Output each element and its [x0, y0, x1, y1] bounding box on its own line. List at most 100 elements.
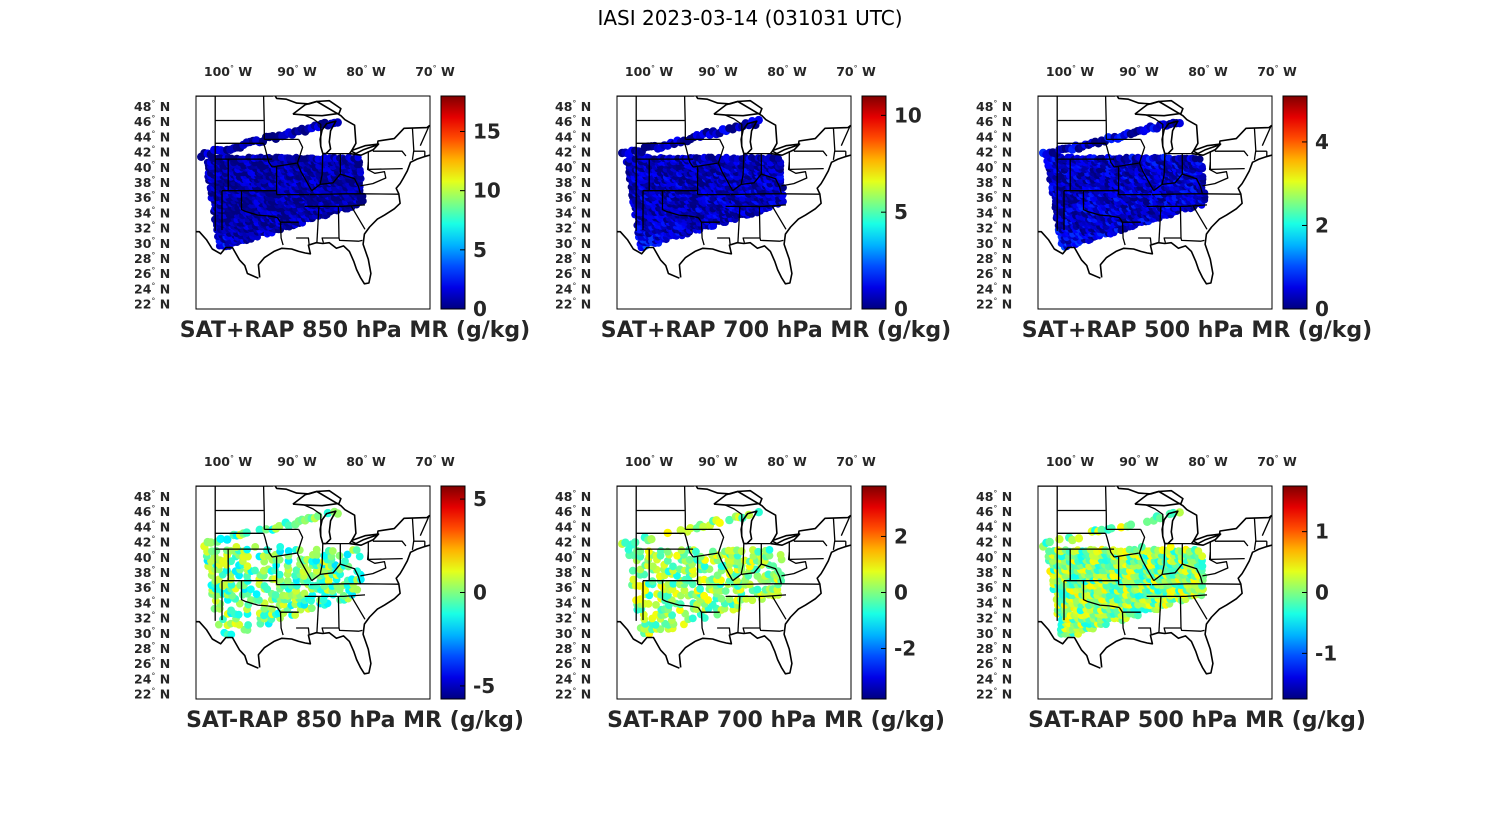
latitude-label: 24° N: [976, 671, 1012, 686]
longitude-label: 80° W: [1188, 64, 1228, 79]
retrieval-point: [774, 155, 783, 163]
latitude-label: 48° N: [555, 99, 591, 114]
retrieval-point: [352, 546, 361, 554]
latitude-label: 36° N: [555, 580, 591, 595]
state-border: [683, 486, 686, 530]
retrieval-point: [776, 551, 785, 559]
colorbar-tick-label: 1: [1315, 520, 1329, 544]
retrieval-point: [754, 508, 763, 517]
retrieval-point: [621, 538, 630, 547]
retrieval-point: [652, 601, 660, 609]
state-border: [360, 162, 387, 187]
retrieval-point: [1126, 520, 1136, 529]
retrieval-point: [214, 620, 223, 629]
retrieval-point: [244, 621, 252, 629]
state-border: [350, 206, 366, 230]
longitude-label: 100° W: [1046, 64, 1094, 79]
latitude-label: 26° N: [976, 656, 1012, 671]
retrieval-point: [335, 551, 344, 560]
state-border: [419, 514, 430, 536]
state-border: [1113, 162, 1139, 168]
retrieval-point: [300, 589, 309, 598]
retrieval-point: [1143, 517, 1152, 526]
retrieval-point: [227, 606, 235, 615]
state-border: [279, 222, 284, 246]
retrieval-point: [1196, 155, 1204, 163]
retrieval-point: [244, 552, 252, 561]
state-border: [1138, 627, 1152, 635]
longitude-label: 90° W: [277, 64, 317, 79]
latitude-label: 32° N: [134, 221, 170, 236]
panel-xlabel: SAT-RAP 850 hPa MR (g/kg): [186, 708, 524, 733]
longitude-label: 100° W: [625, 454, 673, 469]
latitude-label: 48° N: [976, 489, 1012, 504]
state-border: [262, 533, 273, 558]
retrieval-point: [631, 538, 640, 547]
longitude-label: 70° W: [836, 454, 876, 469]
latitude-label: 44° N: [976, 129, 1012, 144]
state-border: [1180, 237, 1205, 242]
retrieval-point: [1074, 534, 1084, 543]
lake-erie: [1190, 533, 1222, 546]
latitude-label: 34° N: [134, 205, 170, 220]
colorbar-tick-label: 5: [473, 487, 487, 511]
retrieval-point: [212, 547, 221, 555]
retrieval-point: [308, 591, 317, 600]
retrieval-point: [354, 154, 362, 162]
retrieval-point: [688, 614, 697, 623]
state-border: [271, 162, 297, 168]
retrieval-point: [1194, 547, 1203, 555]
latitude-label: 38° N: [976, 175, 1012, 190]
latitude-label: 30° N: [555, 236, 591, 251]
state-border: [304, 594, 366, 598]
state-border: [262, 143, 273, 168]
retrieval-point: [754, 547, 763, 556]
latitude-label: 40° N: [976, 160, 1012, 175]
retrieval-point: [242, 528, 251, 537]
colorbar: [1282, 95, 1308, 310]
state-border: [692, 162, 718, 168]
latitude-label: 22° N: [134, 687, 170, 702]
map-plot: 100° W 90° W 80° W 70° W48° N46° N44° N42° …: [976, 64, 1329, 321]
colorbar-tick-label: -2: [894, 637, 916, 661]
latitude-label: 22° N: [976, 687, 1012, 702]
state-border: [262, 486, 265, 530]
latitude-label: 46° N: [976, 114, 1012, 129]
state-border: [271, 552, 297, 558]
coastline: [1099, 154, 1272, 285]
retrieval-point: [677, 546, 686, 555]
retrieval-point: [700, 591, 708, 600]
longitude-label: 80° W: [767, 64, 807, 79]
state-border: [1145, 114, 1164, 148]
panel-xlabel: SAT+RAP 850 hPa MR (g/kg): [179, 318, 531, 343]
state-border: [338, 627, 363, 632]
latitude-label: 46° N: [134, 504, 170, 519]
longitude-label: 80° W: [1188, 454, 1228, 469]
retrieval-point: [283, 577, 292, 585]
boundary-layer: [196, 486, 430, 675]
state-border: [737, 596, 741, 633]
lake-superior: [713, 489, 763, 507]
latitude-label: 46° N: [555, 114, 591, 129]
state-border: [309, 193, 399, 196]
latitude-label: 34° N: [555, 595, 591, 610]
retrieval-point: [1072, 596, 1081, 605]
latitude-label: 24° N: [134, 281, 170, 296]
state-border: [661, 580, 699, 609]
colorbar-tick-label: 5: [894, 200, 908, 224]
map-frame: [616, 485, 852, 700]
state-border: [683, 533, 694, 558]
colorbar-tick-label: 15: [473, 120, 501, 144]
latitude-label: 38° N: [555, 565, 591, 580]
state-border: [1261, 514, 1272, 536]
latitude-label: 30° N: [976, 236, 1012, 251]
longitude-label: 70° W: [1257, 64, 1297, 79]
retrieval-point: [353, 585, 362, 594]
retrieval-point: [275, 522, 284, 531]
lake-superior: [713, 99, 763, 117]
lake-erie: [348, 533, 380, 546]
map-plot: 100° W 90° W 80° W 70° W48° N46° N44° N42° …: [976, 454, 1337, 702]
retrieval-point: [333, 118, 342, 127]
state-border: [1202, 552, 1229, 577]
state-border: [411, 517, 415, 550]
